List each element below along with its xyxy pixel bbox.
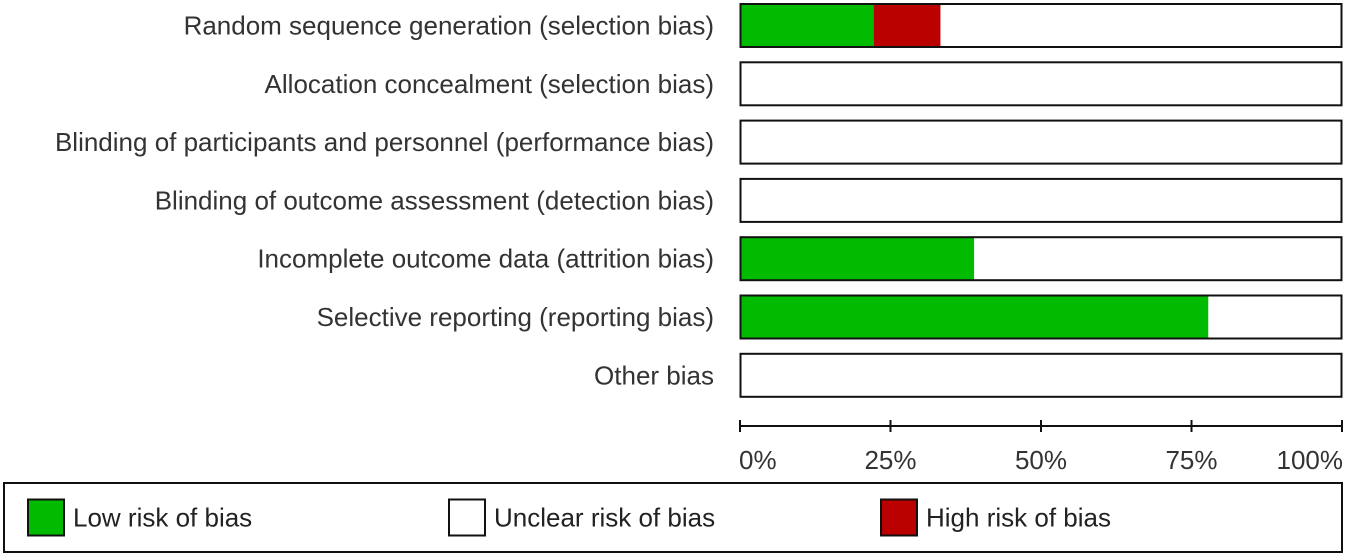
legend-label: Unclear risk of bias xyxy=(494,503,715,533)
legend-item-unclear-risk-of-bias: Unclear risk of bias xyxy=(448,498,715,537)
bar-segment-low-risk-of-bias xyxy=(740,4,874,47)
bar-segment-unclear-risk-of-bias xyxy=(1208,295,1342,339)
category-label: Selective reporting (reporting bias) xyxy=(317,302,714,332)
x-tick-label: 0% xyxy=(739,445,777,475)
bar-segment-unclear-risk-of-bias xyxy=(740,353,1342,397)
x-tick-label: 75% xyxy=(1165,445,1217,475)
bar-segment-unclear-risk-of-bias xyxy=(740,120,1342,164)
legend: Low risk of bias Unclear risk of bias High… xyxy=(3,482,1343,553)
bar-segment-low-risk-of-bias xyxy=(740,295,1209,339)
bar-row-5: Incomplete outcome data (attrition bias) xyxy=(257,236,1343,282)
bar-outline xyxy=(739,61,1343,107)
bar-outline xyxy=(739,352,1343,398)
legend-label: Low risk of bias xyxy=(73,503,252,533)
bar-segment-unclear-risk-of-bias xyxy=(940,4,1342,47)
bar-outline xyxy=(739,236,1343,282)
bar-segment-unclear-risk-of-bias xyxy=(740,62,1342,106)
bar-row-2: Allocation concealment (selection bias) xyxy=(265,61,1343,107)
x-tick-label: 100% xyxy=(1277,445,1344,475)
bar-segment-low-risk-of-bias xyxy=(740,237,975,281)
bar-row-1: Random sequence generation (selection bi… xyxy=(184,3,1343,48)
bar-row-4: Blinding of outcome assessment (detectio… xyxy=(155,177,1343,223)
category-label: Other bias xyxy=(594,360,714,390)
bar-row-3: Blinding of participants and personnel (… xyxy=(55,119,1343,165)
legend-box xyxy=(3,482,1343,553)
x-tick-label: 25% xyxy=(864,445,916,475)
bar-rows: Random sequence generation (selection bi… xyxy=(55,3,1343,398)
legend-swatch xyxy=(880,498,918,537)
legend-swatch xyxy=(448,498,486,537)
x-tick-label: 50% xyxy=(1015,445,1067,475)
legend-item-low-risk-of-bias: Low risk of bias xyxy=(27,498,252,537)
category-label: Incomplete outcome data (attrition bias) xyxy=(257,244,714,274)
legend-label: High risk of bias xyxy=(926,503,1111,533)
category-label: Blinding of participants and personnel (… xyxy=(55,127,714,157)
legend-swatch xyxy=(27,498,65,537)
category-label: Blinding of outcome assessment (detectio… xyxy=(155,185,714,215)
bar-row-7: Other bias xyxy=(594,352,1343,398)
bar-segment-unclear-risk-of-bias xyxy=(974,237,1342,281)
bar-outline xyxy=(739,294,1343,340)
bar-row-6: Selective reporting (reporting bias) xyxy=(317,294,1343,340)
legend-item-high-risk-of-bias: High risk of bias xyxy=(880,498,1111,537)
bar-outline xyxy=(739,119,1343,165)
bar-outline xyxy=(739,3,1343,48)
bar-segment-high-risk-of-bias xyxy=(873,4,941,47)
x-axis: 0% 25% 50% 75% 100% xyxy=(739,420,1343,475)
category-label: Random sequence generation (selection bi… xyxy=(184,11,714,41)
bar-outline xyxy=(739,177,1343,223)
bar-segment-unclear-risk-of-bias xyxy=(740,178,1342,222)
category-label: Allocation concealment (selection bias) xyxy=(265,69,714,99)
